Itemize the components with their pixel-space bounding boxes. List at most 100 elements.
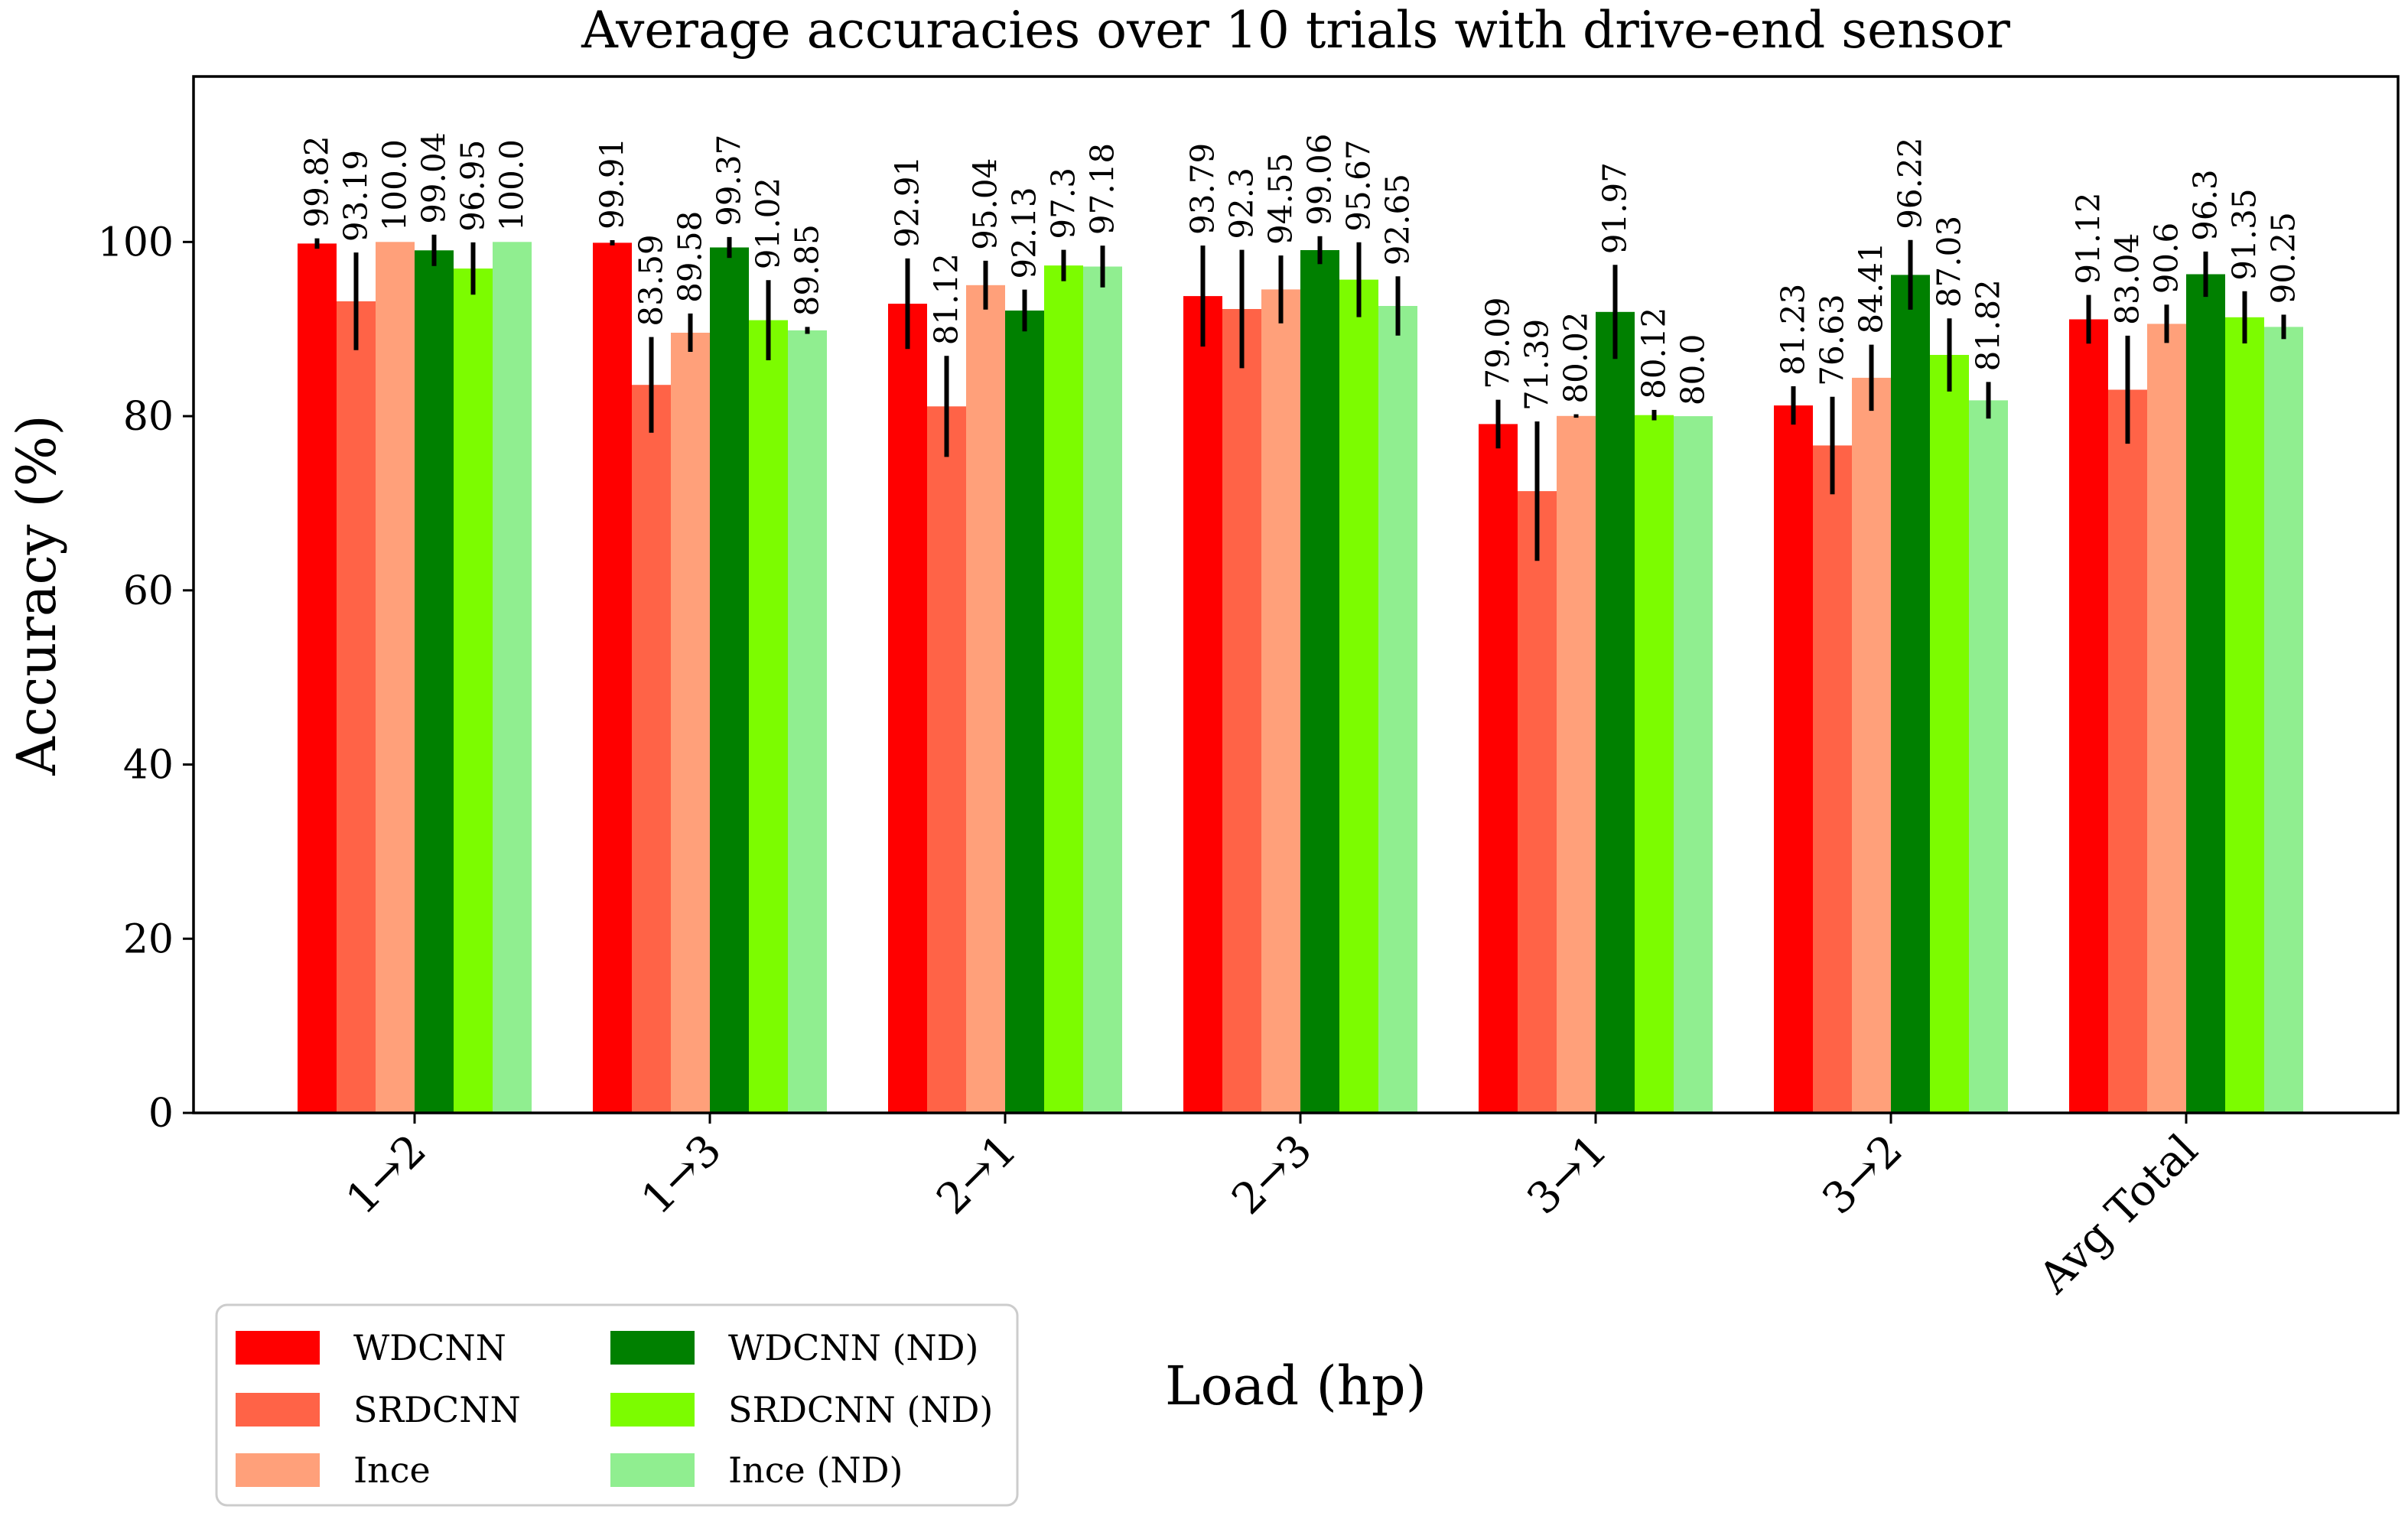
bar-value-label: 99.04	[415, 132, 453, 224]
bar-value-label: 97.3	[1045, 168, 1082, 239]
bar	[710, 247, 749, 1113]
legend-label: SRDCNN	[353, 1389, 521, 1430]
bar	[1222, 309, 1261, 1113]
bar	[1261, 289, 1300, 1113]
bar	[376, 242, 415, 1113]
bar	[1635, 415, 1674, 1113]
bar-value-label: 99.91	[594, 138, 631, 229]
bar-value-label: 80.12	[1635, 307, 1673, 399]
y-axis-ticks: 0 20 40 60 80 100	[98, 220, 194, 1137]
bar-value-label: 90.6	[2148, 223, 2185, 294]
bar-value-label: 84.41	[1853, 242, 1890, 333]
legend-swatch	[610, 1393, 695, 1427]
y-tick-label: 60	[123, 568, 174, 614]
bar-value-label: 81.12	[928, 253, 965, 345]
plot-frame	[192, 75, 2400, 1114]
y-tick-label: 40	[123, 743, 174, 789]
bar	[1774, 405, 1813, 1113]
bar	[2186, 274, 2225, 1113]
bar-value-label: 93.19	[337, 150, 375, 242]
bar	[2069, 319, 2108, 1113]
y-tick-label: 80	[123, 394, 174, 440]
bar-value-label: 96.22	[1892, 138, 1929, 229]
bar-value-label: 92.3	[1223, 168, 1261, 239]
bar	[2108, 389, 2147, 1113]
bar	[1044, 265, 1083, 1114]
bar	[298, 243, 337, 1113]
y-tick-label: 20	[123, 916, 174, 962]
error-bars-layer	[314, 234, 2286, 561]
bar	[1813, 445, 1852, 1113]
legend-entries: WDCNN SRDCNN Ince WDCNN (ND) SRDCNN (ND) Ince…	[236, 1327, 993, 1491]
bar-value-label: 87.03	[1931, 216, 1968, 307]
bar-value-label: 93.79	[1184, 143, 1222, 235]
bar-value-label: 83.59	[633, 234, 670, 326]
bar-value-label: 91.35	[2226, 188, 2263, 280]
bar	[1005, 311, 1044, 1113]
bar-value-label: 96.3	[2187, 169, 2224, 241]
bar-value-label: 92.13	[1006, 187, 1043, 278]
legend-swatch	[236, 1393, 320, 1427]
value-labels-layer: 99.82 99.91 92.91 93.79 79.09 81.23 91.12 93.19…	[298, 132, 2302, 411]
bar	[671, 333, 710, 1113]
bar	[1378, 306, 1417, 1113]
bar-value-label: 99.06	[1301, 134, 1339, 226]
legend-swatch	[610, 1453, 695, 1487]
bar	[888, 304, 927, 1114]
y-axis-label: Accuracy (%)	[5, 415, 68, 776]
bar	[1300, 250, 1339, 1113]
bar-value-label: 80.02	[1557, 311, 1595, 403]
bar	[927, 406, 966, 1113]
legend-label: SRDCNN (ND)	[728, 1389, 993, 1430]
bar-value-label: 95.67	[1340, 139, 1378, 231]
legend-swatch	[610, 1331, 695, 1365]
bar	[1852, 377, 1891, 1113]
bar	[1674, 416, 1713, 1113]
bar-value-label: 89.85	[789, 224, 826, 316]
legend-label: WDCNN	[353, 1327, 506, 1368]
bar-value-label: 92.65	[1379, 174, 1417, 265]
bar	[415, 250, 454, 1113]
bar	[2225, 317, 2264, 1113]
x-axis-label: Load (hp)	[1165, 1355, 1427, 1417]
bar	[632, 385, 671, 1113]
bar-value-label: 99.37	[711, 135, 748, 226]
bar	[1930, 355, 1969, 1113]
legend-swatch	[236, 1453, 320, 1487]
bar	[1969, 400, 2008, 1113]
bar-value-label: 91.97	[1596, 162, 1634, 254]
bar-value-label: 71.39	[1518, 319, 1556, 411]
bar	[788, 330, 827, 1113]
bar	[493, 242, 532, 1113]
legend-label: Ince (ND)	[728, 1449, 903, 1491]
bar-value-label: 89.58	[672, 211, 709, 303]
bar-value-label: 91.12	[2070, 192, 2107, 284]
legend-label: Ince	[353, 1449, 431, 1491]
bar-value-label: 99.82	[298, 135, 336, 227]
bar	[2264, 327, 2303, 1113]
legend-label: WDCNN (ND)	[728, 1327, 979, 1368]
bar-value-label: 96.95	[454, 140, 492, 232]
bar-value-label: 79.09	[1479, 297, 1517, 389]
bar-value-label: 100.0	[376, 139, 414, 231]
bar	[1083, 266, 1122, 1113]
bar-value-label: 83.04	[2109, 233, 2146, 325]
bar-value-label: 90.25	[2265, 212, 2302, 304]
legend: WDCNN SRDCNN Ince WDCNN (ND) SRDCNN (ND) Ince…	[215, 1303, 1019, 1507]
bar	[1596, 311, 1635, 1113]
bar-value-label: 81.23	[1775, 284, 1812, 376]
bar	[593, 242, 632, 1113]
bar-value-label: 95.04	[967, 158, 1004, 250]
legend-swatch	[236, 1331, 320, 1365]
bar	[966, 285, 1005, 1113]
bar	[1183, 296, 1222, 1114]
bar	[1339, 279, 1378, 1114]
y-tick-label: 100	[98, 220, 174, 265]
chart-title: Average accuracies over 10 trials with d…	[581, 1, 2010, 60]
bar-value-label: 97.18	[1084, 143, 1121, 235]
bar	[337, 301, 376, 1113]
bar	[749, 320, 788, 1114]
bar	[2147, 324, 2186, 1113]
